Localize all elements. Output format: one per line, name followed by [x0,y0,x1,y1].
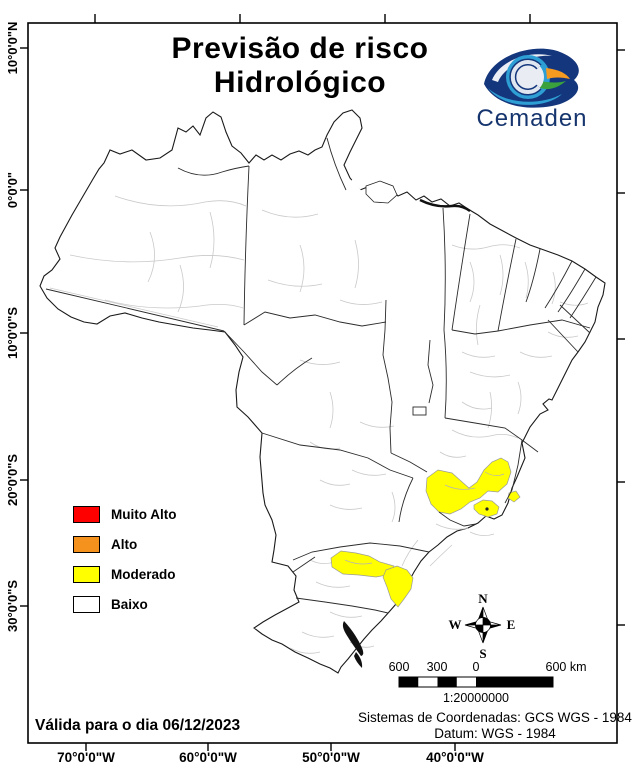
compass-w: W [449,617,462,632]
compass-rose [464,606,502,644]
legend-item-baixo: Baixo [73,595,176,613]
scale-ratio: 1:20000000 [443,691,509,705]
risk-region-sul-litoral [382,565,414,608]
crs-line2: Datum: WGS - 1984 [434,726,556,741]
legend-label: Moderado [111,566,176,582]
title-line2: Hidrológico [213,66,387,99]
scale-labels: 600 300 0 600 km 1:20000000 [389,660,587,705]
axis-label: 40°0'0"W [426,750,484,765]
compass-e: E [507,617,516,632]
cemaden-logo [484,48,579,108]
graticule-ticks [20,14,625,751]
legend-item-muito-alto: Muito Alto [73,505,176,523]
bottom-axis-labels: 70°0'0"W 60°0'0"W 50°0'0"W 40°0'0"W [57,750,484,765]
axis-label: 30°0'0"S [5,580,20,632]
coast-details [342,179,471,668]
municipality-boundaries [49,195,589,654]
legend-item-alto: Alto [73,535,176,553]
compass-n: N [478,591,488,606]
legend-swatch-muito-alto [73,505,100,523]
scale-label: 300 [427,660,448,674]
axis-label: 60°0'0"W [179,750,237,765]
legend-swatch-baixo [73,595,100,613]
scale-label: 0 [473,660,480,674]
axis-label: 0°0'0" [5,172,20,208]
risk-legend: Muito Alto Alto Moderado Baixo [73,505,176,625]
legend-label: Alto [111,536,138,552]
scale-label: 600 km [546,660,587,674]
risk-region-sudeste [425,457,512,515]
state-boundaries [45,137,597,614]
compass-labels: N E S W [449,591,516,661]
title-line1: Previsão de risco [171,32,429,65]
axis-label: 10°0'0"S [5,307,20,359]
legend-label: Muito Alto [111,506,177,522]
scale-label: 600 [389,660,410,674]
validity-date: Válida para o dia 06/12/2023 [35,717,241,734]
legend-swatch-alto [73,535,100,553]
left-axis-labels: 10°0'0"N 0°0'0" 10°0'0"S 20°0'0"S 30°0'0… [5,22,20,632]
scale-bar [398,676,554,688]
legend-swatch-moderado [73,565,100,583]
coordinate-system-info: Sistemas de Coordenadas: GCS WGS - 1984 … [352,710,638,742]
legend-item-moderado: Moderado [73,565,176,583]
axis-label: 70°0'0"W [57,750,115,765]
cemaden-wordmark: Cemaden [476,105,588,132]
axis-label: 20°0'0"S [5,454,20,506]
page-title: Previsão de risco Hidrológico [108,32,492,100]
axis-label: 50°0'0"W [302,750,360,765]
axis-label: 10°0'0"N [5,22,20,75]
municipality-lines-in-risk [344,471,505,565]
legend-label: Baixo [111,596,148,612]
compass-s: S [479,646,486,661]
risk-region-dot [485,507,489,511]
crs-line1: Sistemas de Coordenadas: GCS WGS - 1984 [358,710,632,725]
